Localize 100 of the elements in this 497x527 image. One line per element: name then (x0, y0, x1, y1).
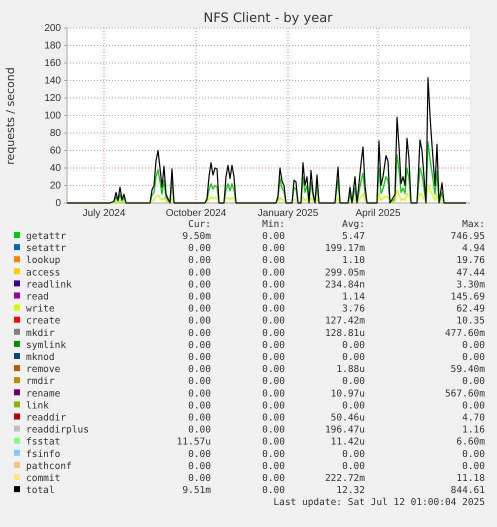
text: 1.88u (336, 364, 365, 376)
text: 222.72m (324, 473, 366, 484)
legend-label: pathconf (26, 460, 72, 472)
text: 1.10 (342, 255, 366, 266)
text: 0.00 (262, 400, 286, 412)
text: Last update: Sat Jul 12 01:00:04 2025 (273, 497, 485, 508)
text: 0.00 (188, 292, 212, 302)
text: 0.00 (188, 473, 212, 484)
text: 0.00 (262, 267, 286, 278)
text: 199.17m (324, 243, 366, 254)
text: 0.00 (262, 292, 286, 302)
text: 0.00 (188, 412, 212, 424)
line-series (66, 77, 467, 204)
text: 0.00 (262, 328, 286, 339)
text: 59.40m (450, 364, 486, 376)
text: 567.60m (444, 388, 486, 400)
text: 3.76 (342, 304, 366, 315)
text: 11.57u (176, 436, 211, 448)
text: 844.61 (450, 485, 486, 496)
text: 0.00 (462, 448, 486, 460)
text: 0.00 (262, 485, 286, 496)
legend-label: access (26, 267, 60, 278)
legend-label: remove (26, 364, 61, 376)
text: 0.00 (262, 279, 286, 290)
y-tick-label: 160 (44, 58, 62, 70)
text: 0.00 (188, 267, 212, 278)
text: 0.00 (188, 448, 212, 460)
text: 0.00 (188, 424, 212, 436)
text: 0.00 (188, 388, 212, 400)
legend-label: rmdir (26, 376, 55, 388)
text: 0.00 (188, 316, 212, 327)
y-tick-label: 0 (55, 198, 62, 210)
text: 128.81u (324, 328, 365, 339)
legend-label: lookup (26, 255, 61, 266)
text: 0.00 (342, 460, 366, 472)
text: Avg: (342, 219, 365, 230)
legend-label: readdirplus (26, 424, 89, 436)
legend-label: read (26, 292, 49, 302)
text: 0.00 (188, 243, 212, 254)
text: 0.00 (188, 460, 212, 472)
text: 0.00 (188, 364, 212, 376)
text: 0.00 (462, 400, 486, 412)
x-tick-label: January 2025 (258, 208, 319, 220)
text: 746.95 (450, 231, 485, 242)
text: 0.00 (262, 448, 286, 460)
y-tick-label: 60 (50, 146, 62, 157)
text: Min: (262, 219, 285, 230)
y-tick-label: 100 (44, 110, 62, 122)
text: 145.69 (450, 292, 486, 302)
text: 0.00 (262, 255, 286, 266)
text: 196.47u (324, 424, 365, 436)
y-axis-title: requests / second (4, 67, 17, 165)
legend-label: create (26, 316, 61, 327)
text: 9.51m (182, 485, 212, 496)
text: 0.00 (342, 448, 366, 460)
text: 477.60m (444, 328, 486, 339)
text: 62.49 (456, 304, 486, 315)
text: Max: (462, 219, 485, 230)
legend-label: commit (26, 473, 60, 484)
y-tick-label: 180 (44, 40, 62, 52)
text: 9.50m (182, 231, 212, 242)
text: 0.00 (462, 460, 486, 472)
text: 0.00 (188, 255, 212, 266)
legend-label: mknod (26, 352, 55, 363)
text: 0.00 (188, 376, 212, 388)
text: 50.46u (330, 412, 365, 424)
y-tick-label: 140 (44, 76, 62, 87)
text: 6.60m (456, 436, 486, 448)
text: 0.00 (262, 340, 286, 351)
text: 47.44 (456, 267, 486, 278)
text: 19.76 (456, 255, 486, 266)
legend-label: total (26, 485, 55, 496)
text: 0.00 (188, 304, 212, 315)
text: 0.00 (262, 304, 286, 315)
y-tick-label: 20 (50, 180, 62, 192)
text: 0.00 (342, 400, 366, 412)
text: 0.00 (262, 460, 286, 472)
text: 0.00 (262, 352, 286, 363)
text: 1.14 (342, 292, 366, 302)
legend-label: readdir (26, 412, 66, 424)
x-tick-label: July 2024 (82, 208, 126, 220)
text: 0.00 (342, 376, 366, 388)
text: 12.32 (336, 485, 365, 496)
legend-label: rename (26, 388, 61, 400)
y-tick-label: 40 (50, 163, 62, 174)
text: 0.00 (262, 473, 286, 484)
y-tick-label: 120 (44, 93, 62, 104)
legend-label: link (26, 400, 50, 412)
text: 11.42u (330, 436, 365, 448)
text: 0.00 (262, 231, 286, 242)
y-tick-label: 200 (44, 23, 62, 34)
text: 0.00 (462, 340, 486, 351)
text: 4.70 (462, 412, 486, 424)
text: 0.00 (262, 436, 286, 448)
text: 4.94 (462, 243, 486, 254)
chart-title: NFS Client - by year (203, 11, 334, 26)
y-tick-label: 80 (50, 128, 62, 140)
legend-label: symlink (26, 340, 66, 351)
text: 0.00 (262, 316, 286, 327)
legend-label: setattr (26, 243, 66, 254)
